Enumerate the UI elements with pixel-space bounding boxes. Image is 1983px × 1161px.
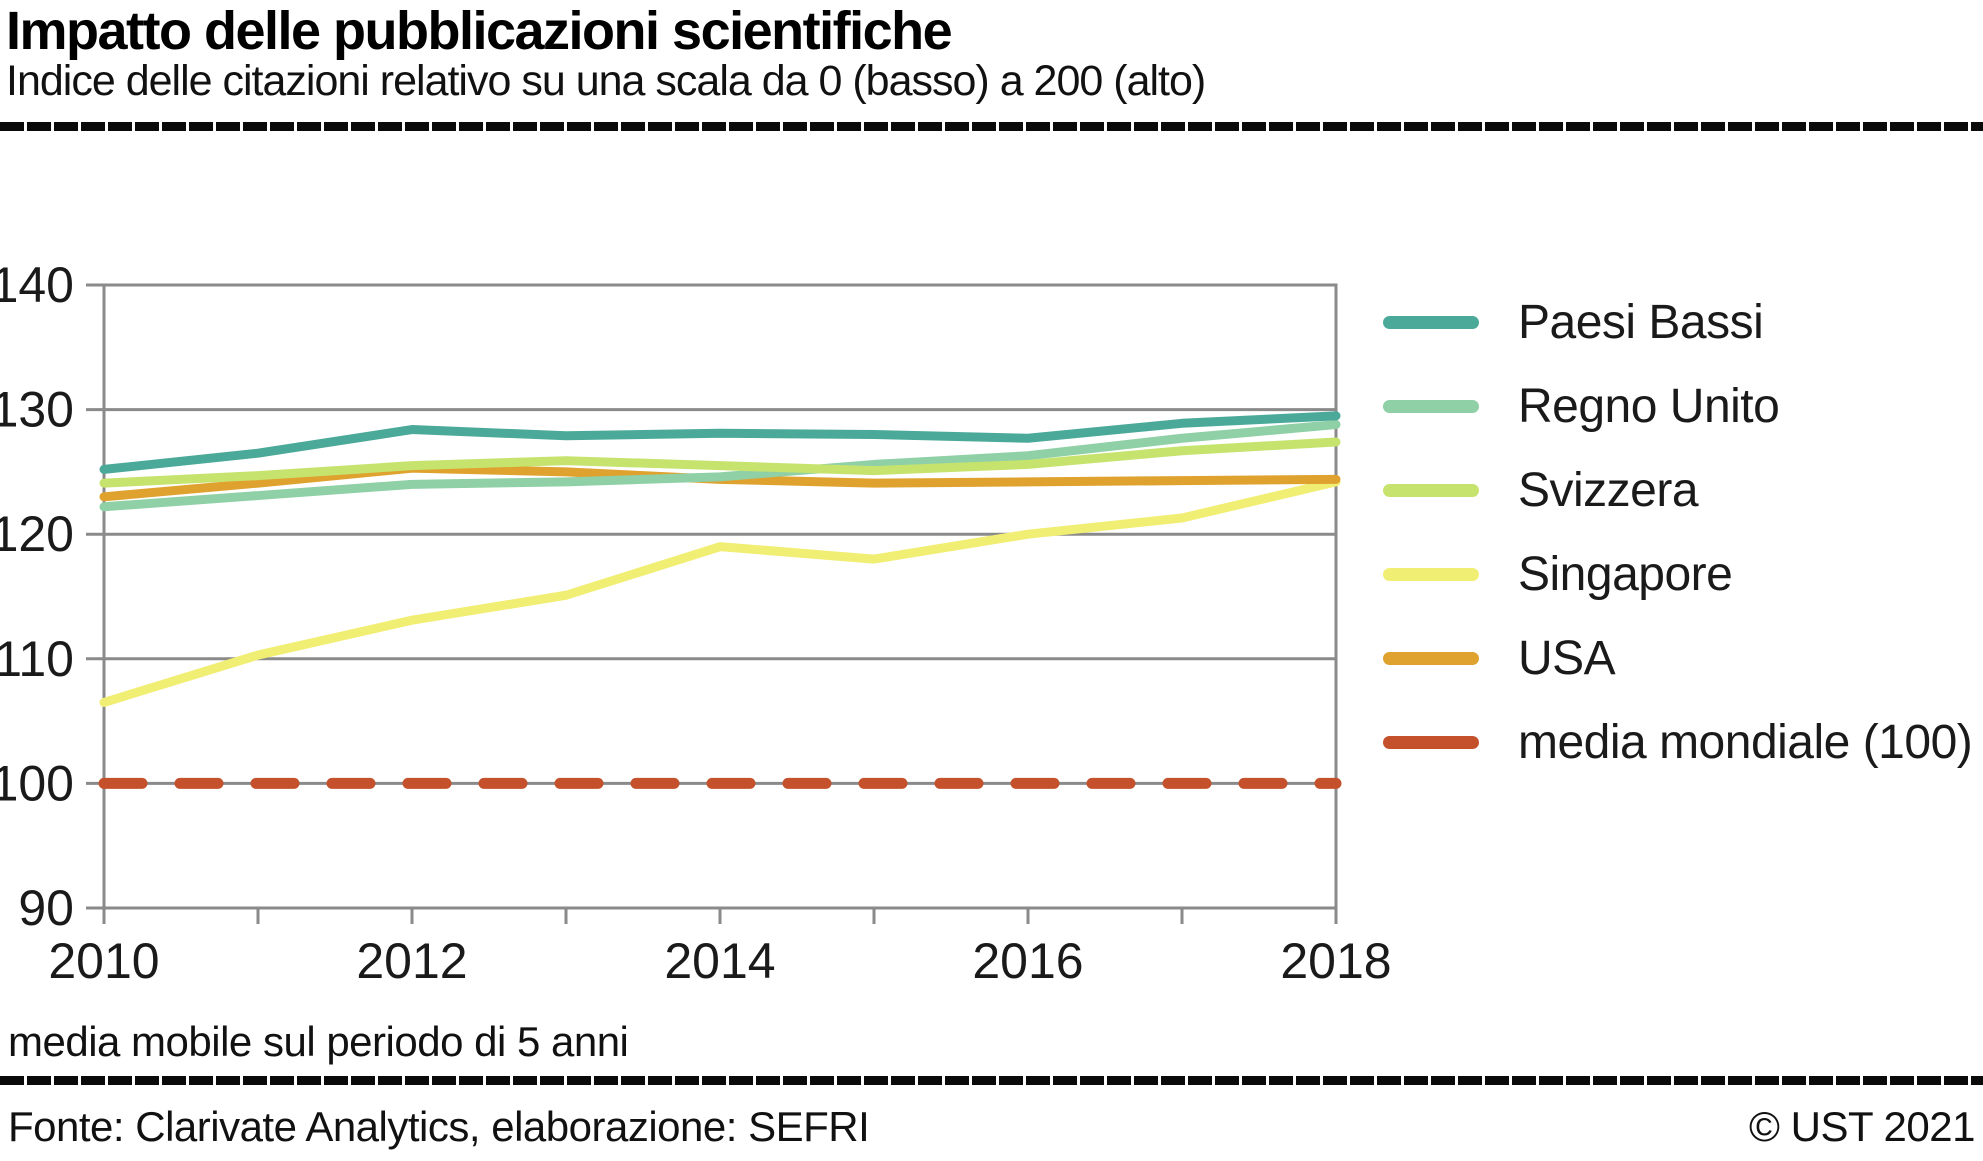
legend-item-svizzera: Svizzera xyxy=(1383,448,1972,532)
legend-swatch-paesi-bassi xyxy=(1383,315,1479,329)
series-line-regno-unito xyxy=(99,420,1341,512)
legend-label-usa: USA xyxy=(1518,631,1616,685)
y-tick-label-130: 130 xyxy=(0,382,74,438)
legend-item-paesi-bassi: Paesi Bassi xyxy=(1383,280,1972,364)
x-tick-label-2018: 2018 xyxy=(1280,933,1391,989)
copyright-text: © UST 2021 xyxy=(1749,1103,1975,1150)
x-tick-label-2012: 2012 xyxy=(356,933,467,989)
legend-label-singapore: Singapore xyxy=(1518,547,1733,601)
chart-footnote: media mobile sul periodo di 5 anni xyxy=(8,1018,629,1065)
bottom-divider xyxy=(0,1076,1983,1085)
chart-legend: Paesi Bassi Regno Unito Svizzera Singapore U… xyxy=(1383,280,1973,784)
y-tick-label-120: 120 xyxy=(0,506,74,562)
top-divider xyxy=(0,122,1983,131)
series-line-svizzera xyxy=(99,437,1341,488)
legend-item-media-mondiale-100: media mondiale (100) xyxy=(1383,700,1973,784)
legend-item-usa: USA xyxy=(1383,616,1972,700)
plot-frame xyxy=(102,283,1338,910)
y-tick-label-110: 110 xyxy=(0,631,74,687)
x-tick-label-2016: 2016 xyxy=(972,933,1083,989)
legend-label-paesi-bassi: Paesi Bassi xyxy=(1518,295,1764,349)
page-subtitle: Indice delle citazioni relativo su una s… xyxy=(6,57,1206,105)
legend-item-singapore: Singapore xyxy=(1383,532,1972,616)
legend-swatch-regno-unito xyxy=(1383,399,1479,413)
legend-label-svizzera: Svizzera xyxy=(1518,463,1699,517)
page-title: Impatto delle pubblicazioni scientifiche xyxy=(6,1,953,61)
series-line-paesi-bassi xyxy=(99,411,1341,474)
footer: Fonte: Clarivate Analytics, elaborazione… xyxy=(8,1103,1975,1151)
legend-swatch-singapore xyxy=(1383,567,1479,581)
series-line-singapore xyxy=(99,477,1341,707)
y-tick-label-90: 90 xyxy=(18,880,74,936)
legend-swatch-svizzera xyxy=(1383,483,1479,497)
x-tick-label-2014: 2014 xyxy=(664,933,775,989)
legend-swatch-usa xyxy=(1383,651,1479,665)
source-text: Fonte: Clarivate Analytics, elaborazione… xyxy=(8,1103,870,1150)
legend-swatch-media-mondiale-100 xyxy=(1383,735,1479,749)
legend-item-regno-unito: Regno Unito xyxy=(1383,364,1972,448)
legend-label-media-mondiale-100: media mondiale (100) xyxy=(1518,715,1973,769)
x-tick-label-2010: 2010 xyxy=(48,933,159,989)
y-tick-label-100: 100 xyxy=(0,755,74,811)
y-tick-label-140: 140 xyxy=(0,257,74,313)
legend-label-regno-unito: Regno Unito xyxy=(1518,379,1780,433)
